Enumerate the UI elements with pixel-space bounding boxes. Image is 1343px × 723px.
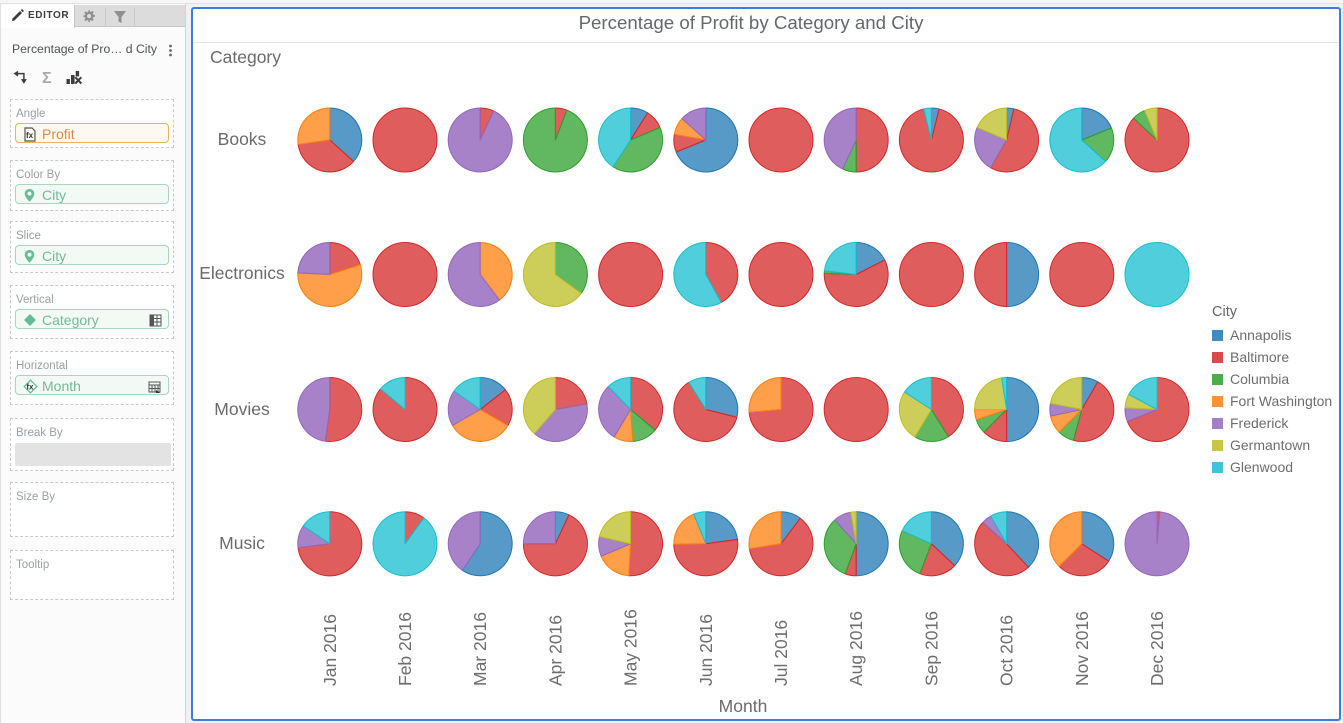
svg-text:Feb 2016: Feb 2016 xyxy=(395,612,415,686)
svg-text:Nov 2016: Nov 2016 xyxy=(1072,611,1092,686)
svg-text:Dec 2016: Dec 2016 xyxy=(1147,611,1167,686)
svg-text:fx: fx xyxy=(26,131,34,140)
svg-text:Jan 2016: Jan 2016 xyxy=(320,614,340,686)
svg-text:May 2016: May 2016 xyxy=(621,609,641,686)
svg-text:fx: fx xyxy=(26,383,34,392)
svg-text:Mar 2016: Mar 2016 xyxy=(470,612,490,686)
svg-text:Jun 2016: Jun 2016 xyxy=(696,614,716,686)
svg-text:Aug 2016: Aug 2016 xyxy=(846,611,866,686)
svg-text:Jul 2016: Jul 2016 xyxy=(771,620,791,686)
svg-text:Sep 2016: Sep 2016 xyxy=(921,611,941,686)
svg-text:Oct 2016: Oct 2016 xyxy=(997,615,1017,686)
svg-text:Apr 2016: Apr 2016 xyxy=(545,615,565,686)
